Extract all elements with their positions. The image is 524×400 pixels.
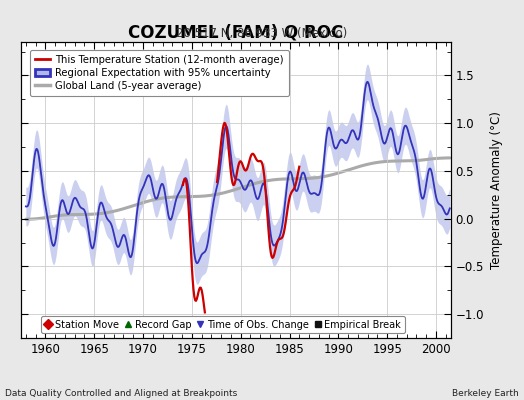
Text: 20.517 N, 86.933 W (Mexico): 20.517 N, 86.933 W (Mexico) <box>177 27 347 40</box>
Text: Data Quality Controlled and Aligned at Breakpoints: Data Quality Controlled and Aligned at B… <box>5 389 237 398</box>
Y-axis label: Temperature Anomaly (°C): Temperature Anomaly (°C) <box>489 111 503 269</box>
Title: COZUMEL (FAM) Q ROC: COZUMEL (FAM) Q ROC <box>128 24 343 42</box>
Legend: Station Move, Record Gap, Time of Obs. Change, Empirical Break: Station Move, Record Gap, Time of Obs. C… <box>41 316 405 334</box>
Text: Berkeley Earth: Berkeley Earth <box>452 389 519 398</box>
